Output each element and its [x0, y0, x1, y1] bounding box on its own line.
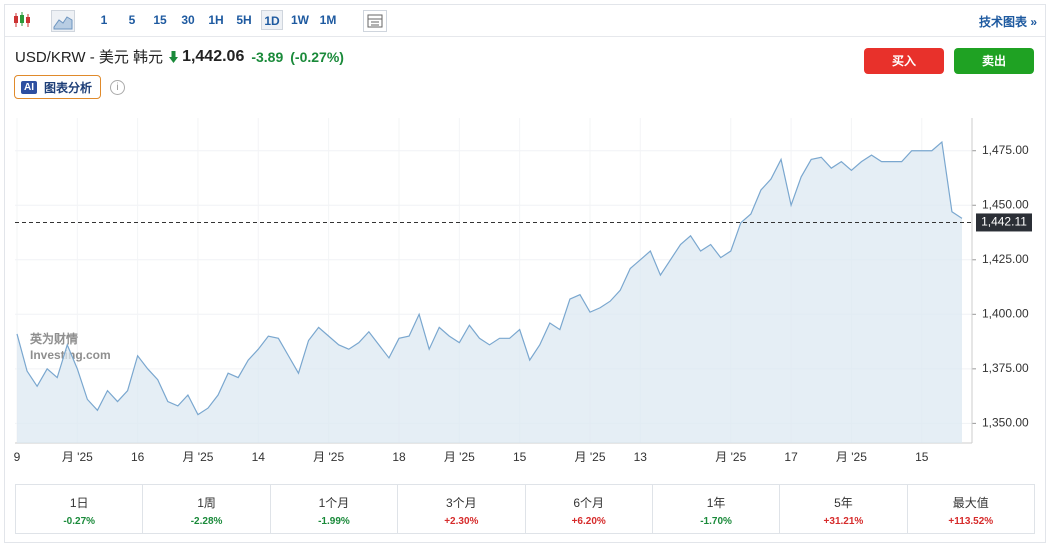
change: -3.89 [251, 48, 284, 65]
watermark-text: 英为财情 [30, 331, 78, 346]
period-label: 最大值 [952, 496, 989, 510]
interval-button[interactable]: 5H [236, 13, 252, 27]
period-change: -0.27% [63, 516, 96, 527]
x-tick-label: 月 '25 [715, 450, 746, 464]
period-label: 5年 [834, 496, 853, 510]
interval-button[interactable]: 30 [181, 13, 195, 27]
performance-cell[interactable]: 1个月 -1.99% [269, 485, 397, 533]
area-icon[interactable] [51, 10, 75, 32]
period-change: +31.21% [823, 516, 864, 527]
price-line [16, 140, 963, 416]
price: 1,442.06 [182, 47, 245, 65]
y-tick-label: 1,450.00 [982, 197, 1029, 211]
x-tick-label: 9 [14, 450, 21, 464]
x-tick-label: 月 '25 [182, 450, 213, 464]
interval-button[interactable]: 1M [319, 13, 337, 27]
period-change: +6.20% [571, 516, 606, 527]
x-tick-label: 16 [131, 450, 145, 464]
y-tick-label: 1,475.00 [982, 143, 1029, 157]
x-tick-label: 18 [392, 450, 406, 464]
table-icon[interactable] [363, 10, 387, 32]
period-change: +113.52% [948, 516, 994, 527]
x-tick-label: 月 '25 [62, 450, 93, 464]
interval-button[interactable]: 5 [128, 13, 136, 27]
x-tick-label: 15 [513, 450, 527, 464]
candle-icon[interactable] [11, 10, 33, 30]
x-tick-label: 月 '25 [444, 450, 475, 464]
info-icon[interactable]: i [110, 80, 125, 95]
ai-analysis-button[interactable]: AI 图表分析 [14, 75, 102, 99]
performance-cell[interactable]: 1周 -2.28% [142, 485, 269, 533]
ai-label: 图表分析 [44, 80, 93, 95]
x-tick-label: 14 [252, 450, 266, 464]
period-change: -1.70% [700, 516, 732, 527]
interval-list: 1 5 15 30 1H 5H 1D 1W 1M [93, 10, 345, 30]
change-percent: (-0.27%) [290, 48, 344, 65]
period-change: -1.99% [318, 516, 350, 527]
pair-name: USD/KRW - 美元 韩元 [15, 49, 164, 66]
performance-cell[interactable]: 6个月 +6.20% [524, 485, 652, 533]
performance-cell[interactable]: 最大值 +113.52% [906, 485, 1034, 533]
period-label: 1个月 [318, 496, 350, 510]
x-tick-label: 13 [634, 450, 648, 464]
y-tick-label: 1,425.00 [982, 252, 1029, 266]
interval-button[interactable]: 1 [100, 13, 108, 27]
area-fill [17, 141, 962, 443]
interval-button[interactable]: 1H [208, 13, 224, 27]
period-label: 1周 [197, 496, 216, 510]
period-change: -2.28% [190, 516, 223, 527]
toolbar: 1 5 15 30 1H 5H 1D 1W 1M 技术图表 » [5, 5, 1045, 37]
sell-button[interactable]: 卖出 [954, 48, 1034, 74]
performance-cell[interactable]: 3个月 +2.30% [397, 485, 524, 533]
y-tick-label: 1,350.00 [982, 416, 1029, 430]
y-tick-label: 1,375.00 [982, 361, 1029, 375]
period-label: 1日 [69, 496, 89, 510]
ai-badge: AI [21, 80, 37, 94]
period-label: 3个月 [445, 496, 477, 510]
interval-button[interactable]: 1D [261, 10, 283, 30]
title-row: USD/KRW - 美元 韩元 1,442.06 -3.89 (-0.27%) [15, 46, 344, 67]
x-tick-label: 月 '25 [575, 450, 606, 464]
widget-frame [4, 4, 1046, 543]
interval-button[interactable]: 15 [153, 13, 167, 27]
x-tick-label: 月 '25 [836, 450, 867, 464]
performance-cell[interactable]: 1年 -1.70% [651, 485, 779, 533]
y-tick-label: 1,400.00 [982, 306, 1029, 320]
period-change: +2.30% [444, 516, 479, 527]
interval-button[interactable]: 1W [291, 13, 309, 27]
x-tick-label: 17 [784, 450, 798, 464]
performance-table: 1日 -0.27% 1周 -2.28% 1个月 -1.99% 3个月 +2.30% 6个月 +6.… [15, 484, 1035, 534]
period-label: 6个月 [573, 496, 605, 510]
last-price-box [976, 213, 1032, 232]
x-tick-label: 月 '25 [313, 450, 344, 464]
performance-cell[interactable]: 1日 -0.27% [16, 485, 142, 533]
chart: 1,350.00 1,375.00 1,400.00 1,425.00 1,450.00… [14, 118, 1032, 464]
performance-cell[interactable]: 5年 +31.21% [779, 485, 906, 533]
buy-button[interactable]: 买入 [864, 48, 944, 74]
technical-chart-link[interactable]: 技术图表 » [978, 15, 1037, 29]
down-arrow [169, 50, 179, 63]
last-price-label: 1,442.11 [981, 215, 1027, 229]
period-label: 1年 [706, 496, 726, 510]
x-tick-label: 15 [915, 450, 929, 464]
